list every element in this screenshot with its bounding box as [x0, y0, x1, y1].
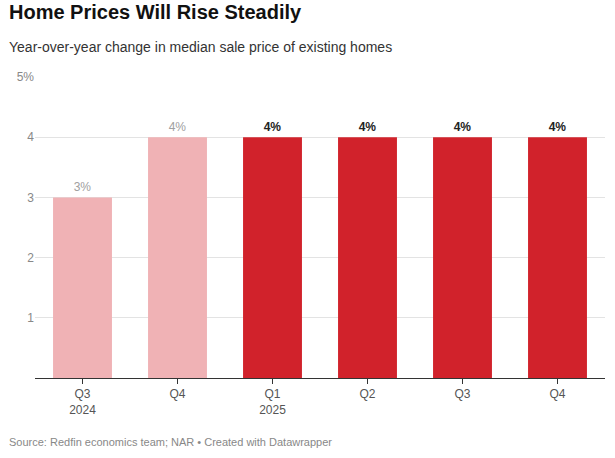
svg-text:Q32024: Q32024: [69, 387, 96, 417]
svg-text:2: 2: [27, 251, 34, 265]
svg-text:4%: 4%: [264, 120, 282, 134]
svg-text:Q3: Q3: [454, 387, 470, 401]
svg-text:4%: 4%: [549, 120, 567, 134]
svg-text:Year-over-year change in media: Year-over-year change in median sale pri…: [9, 39, 392, 55]
svg-text:Source: Redfin economics team;: Source: Redfin economics team; NAR • Cre…: [9, 436, 332, 448]
svg-text:4%: 4%: [454, 120, 472, 134]
svg-text:5%: 5%: [17, 70, 35, 84]
svg-text:4%: 4%: [359, 120, 377, 134]
svg-text:3: 3: [27, 191, 34, 205]
svg-text:Q12025: Q12025: [259, 387, 286, 417]
svg-text:Q4: Q4: [169, 387, 185, 401]
svg-text:3%: 3%: [74, 180, 92, 194]
svg-text:4%: 4%: [169, 120, 187, 134]
svg-text:4: 4: [27, 130, 34, 144]
svg-text:1: 1: [27, 311, 34, 325]
svg-text:Q2: Q2: [359, 387, 375, 401]
svg-text:Q4: Q4: [549, 387, 565, 401]
svg-text:Home Prices Will Rise Steadily: Home Prices Will Rise Steadily: [9, 1, 302, 23]
